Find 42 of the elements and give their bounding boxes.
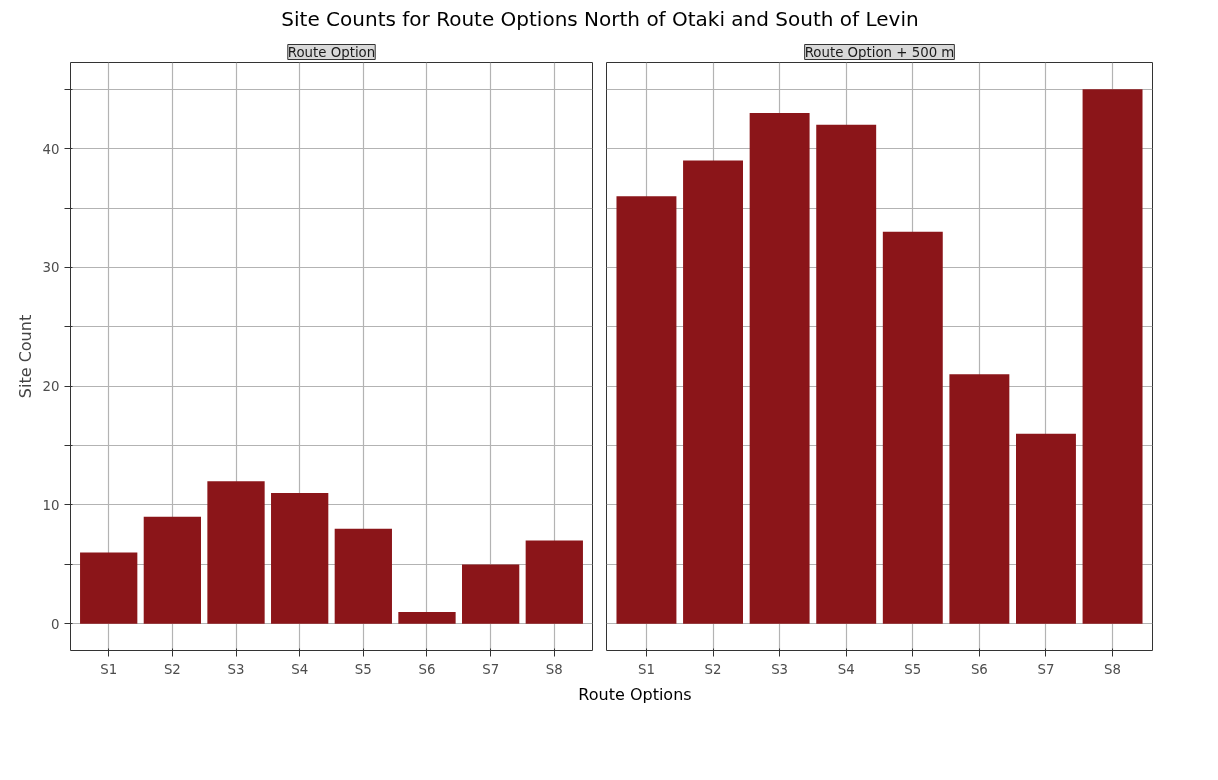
x-tick-label: S1 [637, 661, 655, 677]
bar [749, 112, 810, 624]
bar [207, 480, 265, 624]
x-tick-label: S3 [227, 661, 245, 677]
y-tick-label: 30 [42, 259, 60, 275]
y-tick-label: 20 [42, 378, 60, 394]
x-tick-label: S4 [291, 661, 309, 677]
bar [398, 611, 456, 624]
x-tick-label: S7 [1037, 661, 1055, 677]
chart-subtitle: Route Option [287, 44, 376, 60]
x-tick-label: S3 [771, 661, 789, 677]
bar [816, 124, 877, 624]
x-tick-label: S5 [904, 661, 922, 677]
bar [143, 516, 201, 624]
bar [949, 373, 1010, 624]
x-tick-label: S8 [545, 661, 563, 677]
x-tick-label: S8 [1104, 661, 1122, 677]
x-tick-label: S2 [704, 661, 722, 677]
x-tick-label: S7 [482, 661, 500, 677]
bar [1016, 433, 1076, 624]
bar [525, 540, 583, 624]
x-tick-label: S6 [418, 661, 436, 677]
y-tick-label: 10 [42, 497, 60, 513]
x-tick-label: S6 [970, 661, 988, 677]
x-tick-label: S5 [354, 661, 372, 677]
bar [1082, 88, 1143, 624]
bar [616, 195, 677, 624]
bar [271, 492, 329, 624]
x-axis-title: Route Options [578, 683, 692, 706]
y-tick-label: 0 [51, 616, 60, 632]
chart-subtitle: Route Option + 500 m [804, 44, 955, 60]
x-tick-label: S4 [837, 661, 855, 677]
y-axis-title: Site Count [15, 314, 35, 398]
bar [80, 552, 138, 624]
bar [334, 528, 392, 624]
bar [462, 563, 520, 624]
y-tick-label: 40 [42, 141, 60, 157]
bar [683, 160, 743, 624]
chart-title: Site Counts for Route Options North of Otaki and South of Levin [281, 6, 919, 33]
bar [882, 231, 943, 624]
x-tick-label: S2 [163, 661, 181, 677]
x-tick-label: S1 [100, 661, 118, 677]
